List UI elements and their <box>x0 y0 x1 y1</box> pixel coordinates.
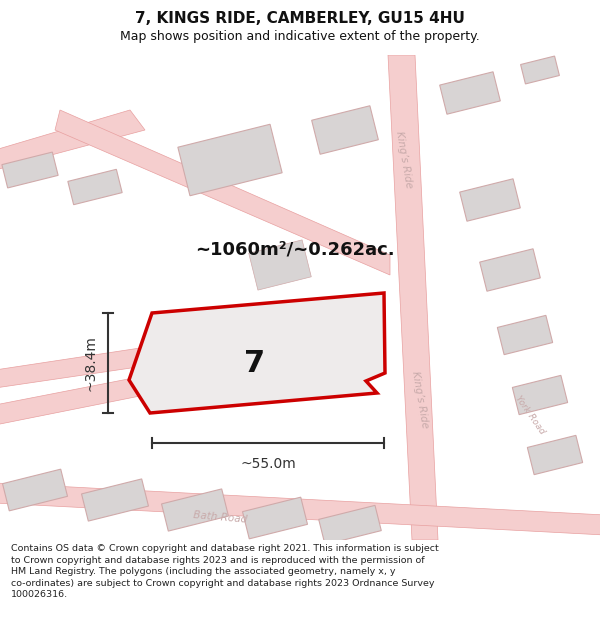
Polygon shape <box>283 324 337 366</box>
Text: 7: 7 <box>244 349 266 378</box>
Polygon shape <box>388 55 438 540</box>
Polygon shape <box>129 293 385 413</box>
Polygon shape <box>249 240 311 290</box>
Polygon shape <box>55 110 390 275</box>
Polygon shape <box>0 110 145 170</box>
Polygon shape <box>2 469 67 511</box>
Polygon shape <box>460 179 520 221</box>
Polygon shape <box>479 249 541 291</box>
Polygon shape <box>242 497 307 539</box>
Text: ~38.4m: ~38.4m <box>84 335 98 391</box>
Polygon shape <box>0 483 600 535</box>
Polygon shape <box>0 365 205 425</box>
Polygon shape <box>319 506 381 544</box>
Text: Map shows position and indicative extent of the property.: Map shows position and indicative extent… <box>120 30 480 43</box>
Polygon shape <box>178 124 282 196</box>
Polygon shape <box>161 489 229 531</box>
Polygon shape <box>527 436 583 474</box>
Polygon shape <box>68 169 122 205</box>
Text: King’s Ride: King’s Ride <box>394 131 414 189</box>
Polygon shape <box>440 72 500 114</box>
Text: 7, KINGS RIDE, CAMBERLEY, GU15 4HU: 7, KINGS RIDE, CAMBERLEY, GU15 4HU <box>135 11 465 26</box>
Polygon shape <box>521 56 559 84</box>
Polygon shape <box>497 316 553 354</box>
Polygon shape <box>2 152 58 188</box>
Text: ~1060m²/~0.262ac.: ~1060m²/~0.262ac. <box>195 241 395 259</box>
Text: Bath Road: Bath Road <box>193 509 247 524</box>
Polygon shape <box>311 106 379 154</box>
Polygon shape <box>205 330 256 370</box>
Polygon shape <box>0 345 165 388</box>
Text: York Road: York Road <box>514 394 547 436</box>
Text: Contains OS data © Crown copyright and database right 2021. This information is : Contains OS data © Crown copyright and d… <box>11 544 439 599</box>
Text: ~55.0m: ~55.0m <box>240 457 296 471</box>
Polygon shape <box>82 479 148 521</box>
Text: King’s Ride: King’s Ride <box>410 371 430 429</box>
Polygon shape <box>512 376 568 414</box>
